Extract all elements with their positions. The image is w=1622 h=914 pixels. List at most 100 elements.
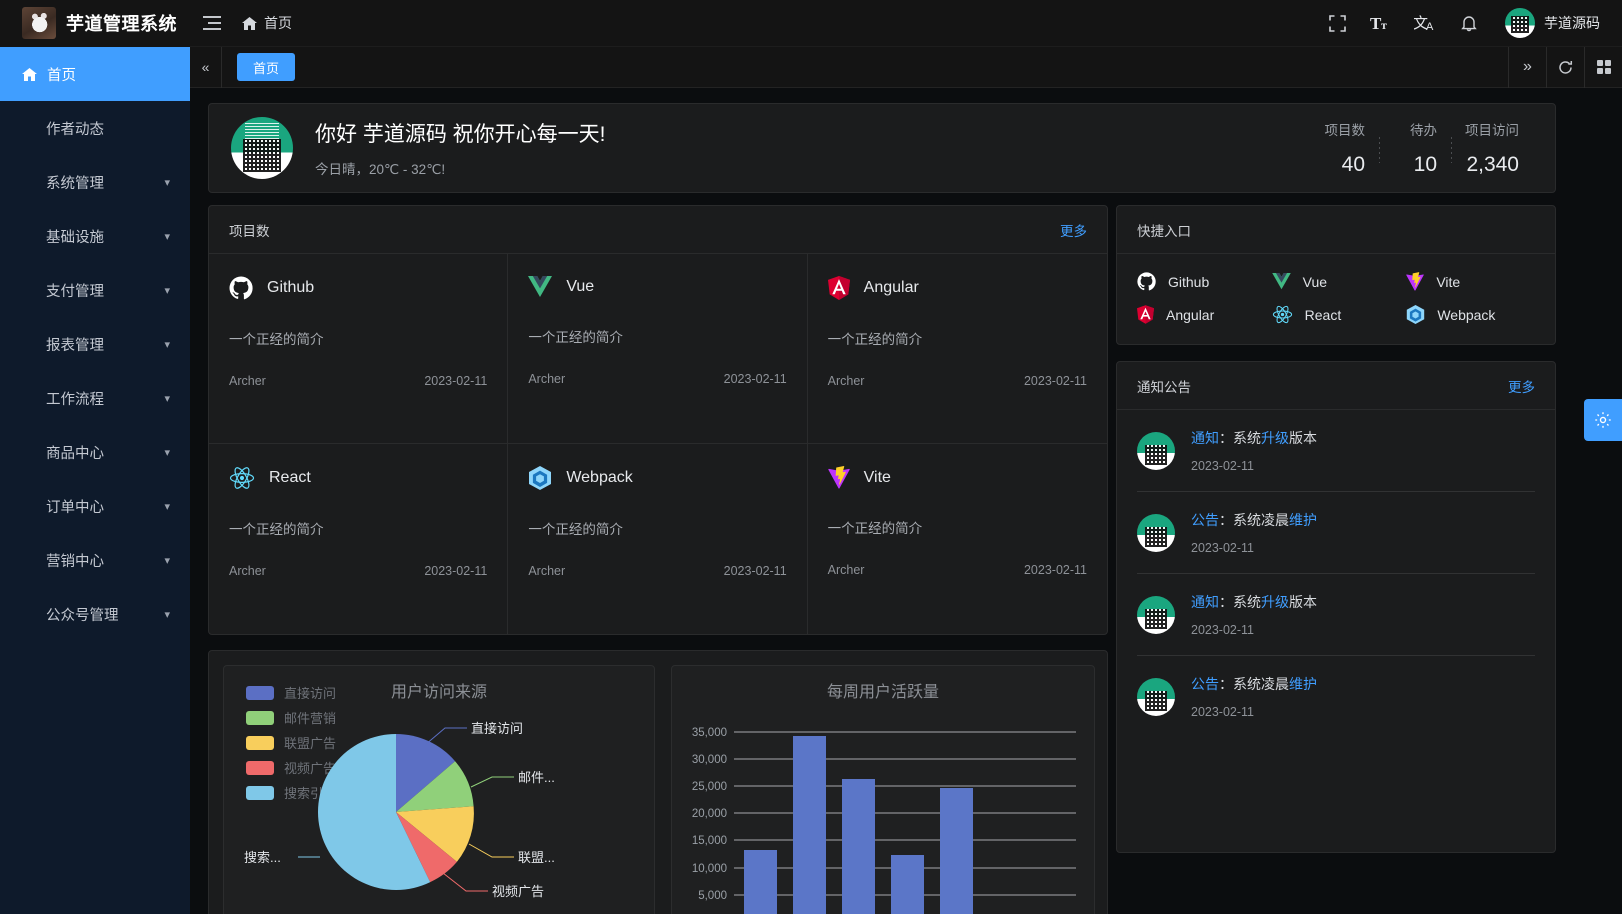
project-card[interactable]: Vue 一个正经的简介 Archer 2023-02-11 [508, 254, 808, 444]
sidebar-item-label: 支付管理 [46, 283, 104, 300]
legend-item[interactable]: 邮件营销 [246, 705, 336, 730]
grid-icon[interactable] [1584, 46, 1622, 88]
projects-more-link[interactable]: 更多 [1060, 223, 1087, 239]
svg-text:A: A [1426, 21, 1434, 32]
bell-icon[interactable] [1447, 0, 1491, 47]
vite-icon [1406, 272, 1425, 291]
pie-slice-video[interactable] [396, 812, 457, 883]
notifications-more-link[interactable]: 更多 [1508, 379, 1535, 395]
avatar [1137, 677, 1175, 716]
stat-projects: 项目数 40 [1307, 119, 1379, 177]
projects-panel: 项目数 更多 Github 一个正经的简介 Archer 2023-02-11 [208, 205, 1108, 635]
y-tick: 30,000 [692, 754, 727, 766]
project-author: Archer [229, 374, 266, 388]
quick-entry-angular[interactable]: Angular [1137, 305, 1272, 324]
refresh-icon[interactable] [1546, 46, 1584, 88]
bar-wed[interactable] [842, 779, 875, 914]
sidebar-item-payment-mgmt[interactable]: 支付管理 ▾ [0, 263, 190, 317]
notification-item[interactable]: 通知：系统升级版本 2023-02-11 [1137, 574, 1535, 656]
legend-item[interactable]: 视频广告 [246, 755, 336, 780]
sidebar-item-mp-mgmt[interactable]: 公众号管理 ▾ [0, 587, 190, 641]
sidebar-item-author-feed[interactable]: 作者动态 [0, 101, 190, 155]
sidebar-item-report-mgmt[interactable]: 报表管理 ▾ [0, 317, 190, 371]
project-card[interactable]: Vite 一个正经的简介 Archer 2023-02-11 [808, 444, 1107, 634]
translate-icon[interactable]: 文 A [1403, 0, 1447, 47]
notifications-panel: 通知公告 更多 通知：系统升级版本 2023-02-11 公告：系统凌晨维护 2… [1116, 361, 1556, 853]
legend-item[interactable]: 直接访问 [246, 680, 336, 705]
sidebar-item-infrastructure[interactable]: 基础设施 ▾ [0, 209, 190, 263]
quick-entry-vue[interactable]: Vue [1271, 272, 1407, 291]
y-tick: 5,000 [698, 890, 727, 902]
banner-stats: 项目数 40 待办 10 项目访问 2,340 [1307, 119, 1533, 177]
quick-entry-react[interactable]: React [1272, 305, 1407, 324]
legend-item[interactable]: 联盟广告 [246, 730, 336, 755]
pie-slice-direct[interactable] [396, 734, 456, 812]
stat-label: 待办 [1410, 123, 1437, 138]
project-name: Vue [566, 278, 595, 295]
svg-text:т: т [1381, 18, 1387, 32]
sidebar-item-workflow[interactable]: 工作流程 ▾ [0, 371, 190, 425]
sidebar-item-system-mgmt[interactable]: 系统管理 ▾ [0, 155, 190, 209]
pie-slice-alliance[interactable] [396, 806, 474, 862]
quick-entry-webpack[interactable]: Webpack [1406, 305, 1541, 324]
project-desc: 一个正经的简介 [229, 522, 324, 537]
chevron-down-icon: ▾ [164, 554, 170, 567]
pie-slice-email[interactable] [396, 761, 474, 812]
react-icon [229, 466, 255, 490]
bar-chart-title: 每周用户活跃量 [826, 684, 939, 701]
notification-date: 2023-02-11 [1191, 623, 1255, 637]
hamburger-icon[interactable] [190, 0, 234, 47]
quick-entry-header: 快捷入口 [1117, 206, 1555, 254]
font-size-icon[interactable]: T т [1359, 0, 1403, 47]
user-menu[interactable]: 芋道源码 [1491, 8, 1606, 38]
project-date: 2023-02-11 [424, 374, 488, 388]
chevron-down-icon: ▾ [164, 446, 170, 459]
notification-item[interactable]: 通知：系统升级版本 2023-02-11 [1137, 410, 1535, 492]
project-desc: 一个正经的简介 [827, 521, 923, 536]
vue-icon [1271, 273, 1291, 290]
quick-entry-label: Angular [1166, 306, 1215, 323]
bar-thu[interactable] [891, 855, 924, 914]
project-card[interactable]: Angular 一个正经的简介 Archer 2023-02-11 [807, 254, 1107, 444]
notification-item[interactable]: 公告：系统凌晨维护 2023-02-11 [1137, 492, 1535, 574]
quick-entry-grid: Github Vue Vite Angular React [1117, 254, 1555, 344]
sidebar-item-marketing-center[interactable]: 营销中心 ▾ [0, 533, 190, 587]
sidebar-item-label: 系统管理 [46, 175, 104, 192]
legend-swatch [246, 735, 274, 750]
quick-entry-github[interactable]: Github [1137, 272, 1272, 291]
settings-fab[interactable] [1584, 399, 1622, 441]
user-name: 芋道源码 [1544, 15, 1600, 31]
pie-label-alliance: 联盟... [518, 850, 555, 865]
sidebar-item-order-center[interactable]: 订单中心 ▾ [0, 479, 190, 533]
sidebar-item-product-center[interactable]: 商品中心 ▾ [0, 425, 190, 479]
y-tick: 15,000 [692, 835, 727, 847]
pie-slice-search[interactable] [317, 734, 431, 890]
logo-area[interactable]: 芋道管理系统 [0, 0, 190, 47]
main-content: 你好 芋道源码 祝你开心每一天! 今日晴，20℃ - 32℃! 项目数 40 待… [190, 88, 1622, 914]
webpack-icon [528, 466, 552, 490]
notification-title: 通知：系统升级版本 [1191, 430, 1317, 446]
fullscreen-icon[interactable] [1315, 0, 1359, 47]
project-card[interactable]: Github 一个正经的简介 Archer 2023-02-11 [209, 254, 509, 444]
notification-item[interactable]: 公告：系统凌晨维护 2023-02-11 [1137, 656, 1535, 737]
pie-slices [317, 734, 474, 890]
project-card[interactable]: Webpack 一个正经的简介 Archer 2023-02-11 [508, 444, 808, 634]
sidebar-item-home[interactable]: 首页 [0, 47, 190, 101]
project-date: 2023-02-11 [424, 564, 488, 578]
bar-fri[interactable] [940, 788, 973, 914]
double-chevron-left-icon[interactable]: « [190, 46, 222, 88]
legend-label: 直接访问 [284, 686, 337, 701]
double-chevron-right-icon[interactable]: » [1508, 46, 1546, 88]
tab-strip-actions: » [1508, 46, 1622, 88]
project-card[interactable]: React 一个正经的简介 Archer 2023-02-11 [209, 444, 509, 634]
bar-mon[interactable] [744, 850, 777, 914]
quick-entry-vite[interactable]: Vite [1406, 272, 1541, 291]
tab-home[interactable]: 首页 [237, 53, 296, 81]
bar-tue[interactable] [793, 736, 826, 914]
breadcrumb[interactable]: 首页 [234, 13, 292, 33]
sidebar-item-label: 订单中心 [46, 499, 104, 516]
project-author: Archer [528, 564, 566, 578]
project-desc: 一个正经的简介 [827, 332, 923, 347]
avatar [231, 117, 293, 179]
stat-label: 项目数 [1324, 123, 1366, 138]
